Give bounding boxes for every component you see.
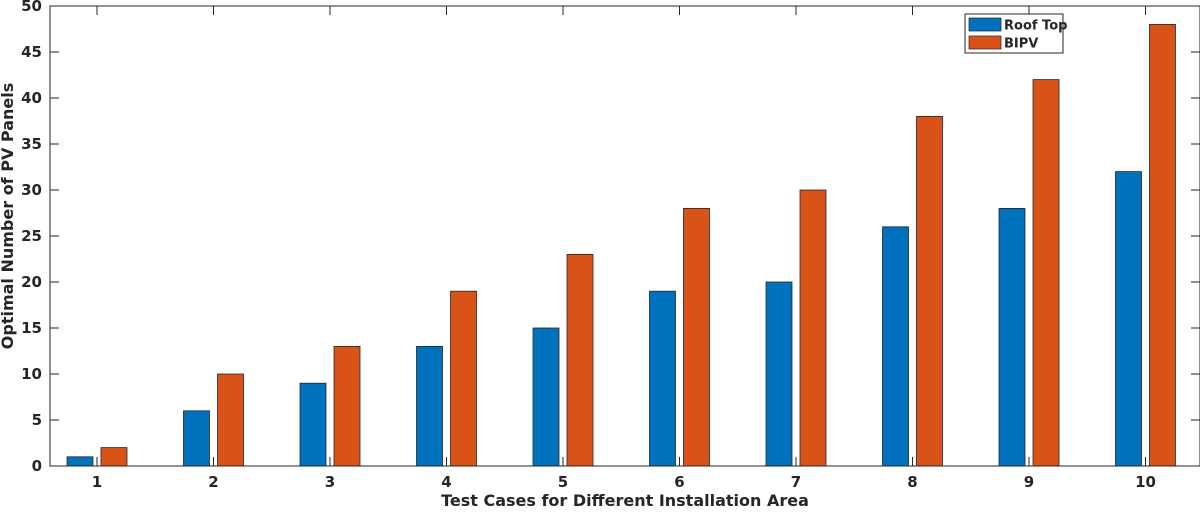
y-tick-label: 5 <box>32 411 42 429</box>
bar-bipv <box>1032 79 1060 467</box>
bar-roof-top <box>416 345 443 467</box>
bar-roof-top <box>765 281 793 467</box>
legend-swatch-roof-top <box>968 17 1002 32</box>
bar-bipv <box>217 373 244 467</box>
legend-label-roof-top: Roof Top <box>1004 19 1067 34</box>
x-tick-label: 2 <box>208 473 218 491</box>
y-tick-label: 45 <box>21 43 42 61</box>
bar-roof-top <box>299 382 327 467</box>
legend-label-bipv: BIPV <box>1004 37 1038 52</box>
bar-roof-top <box>649 290 676 467</box>
x-tick-label: 4 <box>441 473 451 491</box>
x-axis-title: Test Cases for Different Installation Ar… <box>441 491 809 508</box>
y-tick-label: 25 <box>21 227 42 245</box>
legend: Roof Top BIPV <box>964 13 1067 54</box>
bar-roof-top <box>1115 171 1142 467</box>
y-axis-title: Optimal Number of PV Panels <box>0 83 17 349</box>
y-tick-label: 0 <box>32 457 42 475</box>
bar-roof-top <box>998 207 1026 467</box>
x-tick-label: 10 <box>1135 473 1156 491</box>
bar-roof-top <box>66 456 94 467</box>
y-tick-label: 20 <box>21 273 42 291</box>
x-tick-label: 8 <box>907 473 917 491</box>
x-tick-label: 9 <box>1024 473 1034 491</box>
x-tick-label: 7 <box>791 473 801 491</box>
y-tick-label: 30 <box>21 181 42 199</box>
bar-bipv <box>566 253 594 467</box>
y-tick-label: 50 <box>21 0 42 15</box>
bar-roof-top <box>183 410 210 467</box>
y-tick-label: 10 <box>21 365 42 383</box>
x-tick-label: 6 <box>674 473 684 491</box>
bar-roof-top <box>532 327 560 467</box>
x-tick-label: 3 <box>325 473 335 491</box>
bar-bipv <box>1149 23 1176 467</box>
bar-bipv <box>450 290 477 467</box>
y-tick-label: 15 <box>21 319 42 337</box>
bars <box>66 23 1176 467</box>
y-tick-label: 40 <box>21 89 42 107</box>
bar-bipv <box>799 189 827 467</box>
bar-bipv <box>100 447 128 467</box>
bar-bipv <box>916 116 943 467</box>
x-tick-label: 5 <box>558 473 568 491</box>
bar-roof-top <box>882 226 909 467</box>
bar-bipv <box>683 207 710 467</box>
y-tick-label: 35 <box>21 135 42 153</box>
x-tick-label: 1 <box>92 473 102 491</box>
plot-frame <box>49 5 1200 467</box>
bar-bipv <box>333 345 361 467</box>
legend-swatch-bipv <box>968 35 1002 50</box>
